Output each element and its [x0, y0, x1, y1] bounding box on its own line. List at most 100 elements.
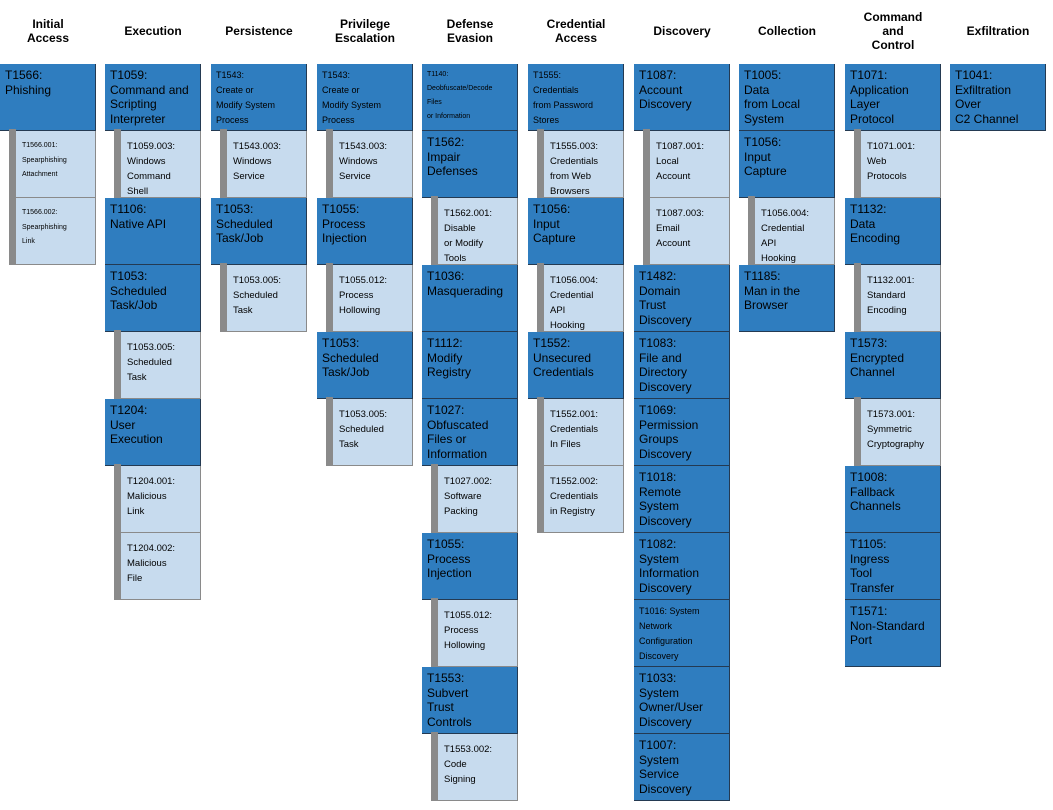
- tactic-column-credential-access: Credential Access T1555: Credentials from…: [528, 0, 624, 810]
- subtechnique-indicator: [537, 263, 544, 332]
- tactic-column-persistence: Persistence T1543: Create or Modify Syste…: [211, 0, 307, 810]
- technique-t1482[interactable]: T1482: Domain Trust Discovery: [634, 265, 730, 332]
- technique-t1056[interactable]: T1056: Input Capture: [528, 198, 624, 265]
- technique-t1105[interactable]: T1105: Ingress Tool Transfer: [845, 533, 941, 600]
- subtechnique-t1552-001[interactable]: T1552.001: Credentials In Files: [544, 399, 624, 466]
- technique-t1005[interactable]: T1005: Data from Local System: [739, 64, 835, 131]
- technique-t1552[interactable]: T1552: Unsecured Credentials: [528, 332, 624, 399]
- subtechnique-t1055-012[interactable]: T1055.012: Process Hollowing: [333, 265, 413, 332]
- subtechnique-indicator: [114, 129, 121, 198]
- subtechnique-t1553-002[interactable]: T1553.002: Code Signing: [438, 734, 518, 801]
- subtechnique-t1059-003[interactable]: T1059.003: Windows Command Shell: [121, 131, 201, 198]
- subtechnique-t1552-002[interactable]: T1552.002: Credentials in Registry: [544, 466, 624, 533]
- subtechnique-indicator: [431, 196, 438, 265]
- subtechnique-t1132-001[interactable]: T1132.001: Standard Encoding: [861, 265, 941, 332]
- subtechnique-indicator: [854, 263, 861, 332]
- subtechnique-indicator: [431, 732, 438, 801]
- tactic-column-defense-evasion: Defense Evasion T1140: Deobfuscate/Decode…: [422, 0, 518, 810]
- tactic-header: Persistence: [225, 24, 293, 38]
- subtechnique-indicator: [748, 196, 755, 265]
- technique-t1566[interactable]: T1566: Phishing: [0, 64, 96, 131]
- technique-t1543[interactable]: T1543: Create or Modify System Process: [211, 64, 307, 131]
- subtechnique-indicator: [326, 397, 333, 466]
- technique-t1543[interactable]: T1543: Create or Modify System Process: [317, 64, 413, 131]
- subtechnique-t1053-005[interactable]: T1053.005: Scheduled Task: [121, 332, 201, 399]
- subtechnique-t1056-004[interactable]: T1056.004: Credential API Hooking: [544, 265, 624, 332]
- subtechnique-indicator: [431, 464, 438, 533]
- technique-t1112[interactable]: T1112: Modify Registry: [422, 332, 518, 399]
- technique-t1033[interactable]: T1033: System Owner/User Discovery: [634, 667, 730, 734]
- subtechnique-indicator: [854, 397, 861, 466]
- technique-t1553[interactable]: T1553: Subvert Trust Controls: [422, 667, 518, 734]
- subtechnique-indicator: [326, 263, 333, 332]
- subtechnique-t1204-002[interactable]: T1204.002: Malicious File: [121, 533, 201, 600]
- tactic-column-exfiltration: Exfiltration T1041: Exfiltration Over C2 …: [950, 0, 1046, 810]
- technique-t1562[interactable]: T1562: Impair Defenses: [422, 131, 518, 198]
- technique-t1016[interactable]: T1016: System Network Configuration Disc…: [634, 600, 730, 667]
- subtechnique-indicator: [220, 263, 227, 332]
- technique-t1059[interactable]: T1059: Command and Scripting Interpreter: [105, 64, 201, 131]
- subtechnique-indicator: [854, 129, 861, 198]
- subtechnique-t1087-001[interactable]: T1087.001: Local Account: [650, 131, 730, 198]
- technique-t1018[interactable]: T1018: Remote System Discovery: [634, 466, 730, 533]
- tactic-header: Initial Access: [26, 17, 70, 45]
- technique-t1056[interactable]: T1056: Input Capture: [739, 131, 835, 198]
- subtechnique-t1071-001[interactable]: T1071.001: Web Protocols: [861, 131, 941, 198]
- technique-t1185[interactable]: T1185: Man in the Browser: [739, 265, 835, 332]
- subtechnique-t1566-001[interactable]: T1566.001: Spearphishing Attachment: [16, 131, 96, 198]
- tactic-header: Credential Access: [546, 17, 606, 45]
- technique-t1008[interactable]: T1008: Fallback Channels: [845, 466, 941, 533]
- subtechnique-t1055-012[interactable]: T1055.012: Process Hollowing: [438, 600, 518, 667]
- subtechnique-t1543-003[interactable]: T1543.003: Windows Service: [333, 131, 413, 198]
- technique-t1007[interactable]: T1007: System Service Discovery: [634, 734, 730, 801]
- tactic-column-initial-access: Initial Access T1566: Phishing T1566.001: …: [0, 0, 96, 810]
- subtechnique-t1566-002[interactable]: T1566.002: Spearphishing Link: [16, 198, 96, 265]
- subtechnique-t1087-003[interactable]: T1087.003: Email Account: [650, 198, 730, 265]
- technique-t1053[interactable]: T1053: Scheduled Task/Job: [211, 198, 307, 265]
- subtechnique-t1555-003[interactable]: T1555.003: Credentials from Web Browsers: [544, 131, 624, 198]
- subtechnique-indicator: [643, 129, 650, 265]
- tactic-column-command-and-control: Command and Control T1071: Application La…: [845, 0, 941, 810]
- tactic-header: Exfiltration: [966, 24, 1030, 38]
- subtechnique-t1027-002[interactable]: T1027.002: Software Packing: [438, 466, 518, 533]
- subtechnique-indicator: [537, 129, 544, 198]
- technique-t1106[interactable]: T1106: Native API: [105, 198, 201, 265]
- tactic-column-discovery: Discovery T1087: Account Discovery T1087.0…: [634, 0, 730, 810]
- technique-t1573[interactable]: T1573: Encrypted Channel: [845, 332, 941, 399]
- technique-t1571[interactable]: T1571: Non-Standard Port: [845, 600, 941, 667]
- technique-t1036[interactable]: T1036: Masquerading: [422, 265, 518, 332]
- technique-t1204[interactable]: T1204: User Execution: [105, 399, 201, 466]
- subtechnique-t1056-004[interactable]: T1056.004: Credential API Hooking: [755, 198, 835, 265]
- technique-t1071[interactable]: T1071: Application Layer Protocol: [845, 64, 941, 131]
- subtechnique-indicator: [431, 598, 438, 667]
- subtechnique-t1053-005[interactable]: T1053.005: Scheduled Task: [333, 399, 413, 466]
- technique-t1140[interactable]: T1140: Deobfuscate/Decode Files or Infor…: [422, 64, 518, 131]
- tactic-header: Execution: [124, 24, 182, 38]
- tactic-column-execution: Execution T1059: Command and Scripting In…: [105, 0, 201, 810]
- subtechnique-t1562-001[interactable]: T1562.001: Disable or Modify Tools: [438, 198, 518, 265]
- subtechnique-t1573-001[interactable]: T1573.001: Symmetric Cryptography: [861, 399, 941, 466]
- technique-t1555[interactable]: T1555: Credentials from Password Stores: [528, 64, 624, 131]
- technique-t1053[interactable]: T1053: Scheduled Task/Job: [317, 332, 413, 399]
- subtechnique-indicator: [220, 129, 227, 198]
- technique-t1041[interactable]: T1041: Exfiltration Over C2 Channel: [950, 64, 1046, 131]
- tactic-header: Collection: [757, 24, 816, 38]
- technique-t1087[interactable]: T1087: Account Discovery: [634, 64, 730, 131]
- subtechnique-indicator: [326, 129, 333, 198]
- tactic-header: Discovery: [653, 24, 711, 38]
- technique-t1053[interactable]: T1053: Scheduled Task/Job: [105, 265, 201, 332]
- subtechnique-t1543-003[interactable]: T1543.003: Windows Service: [227, 131, 307, 198]
- subtechnique-t1204-001[interactable]: T1204.001: Malicious Link: [121, 466, 201, 533]
- technique-t1027[interactable]: T1027: Obfuscated Files or Information: [422, 399, 518, 466]
- subtechnique-t1053-005[interactable]: T1053.005: Scheduled Task: [227, 265, 307, 332]
- technique-t1082[interactable]: T1082: System Information Discovery: [634, 533, 730, 600]
- subtechnique-indicator: [114, 464, 121, 600]
- technique-t1069[interactable]: T1069: Permission Groups Discovery: [634, 399, 730, 466]
- tactic-header: Privilege Escalation: [334, 17, 396, 45]
- subtechnique-indicator: [114, 330, 121, 399]
- subtechnique-indicator: [9, 129, 16, 265]
- technique-t1055[interactable]: T1055: Process Injection: [317, 198, 413, 265]
- technique-t1083[interactable]: T1083: File and Directory Discovery: [634, 332, 730, 399]
- technique-t1132[interactable]: T1132: Data Encoding: [845, 198, 941, 265]
- technique-t1055[interactable]: T1055: Process Injection: [422, 533, 518, 600]
